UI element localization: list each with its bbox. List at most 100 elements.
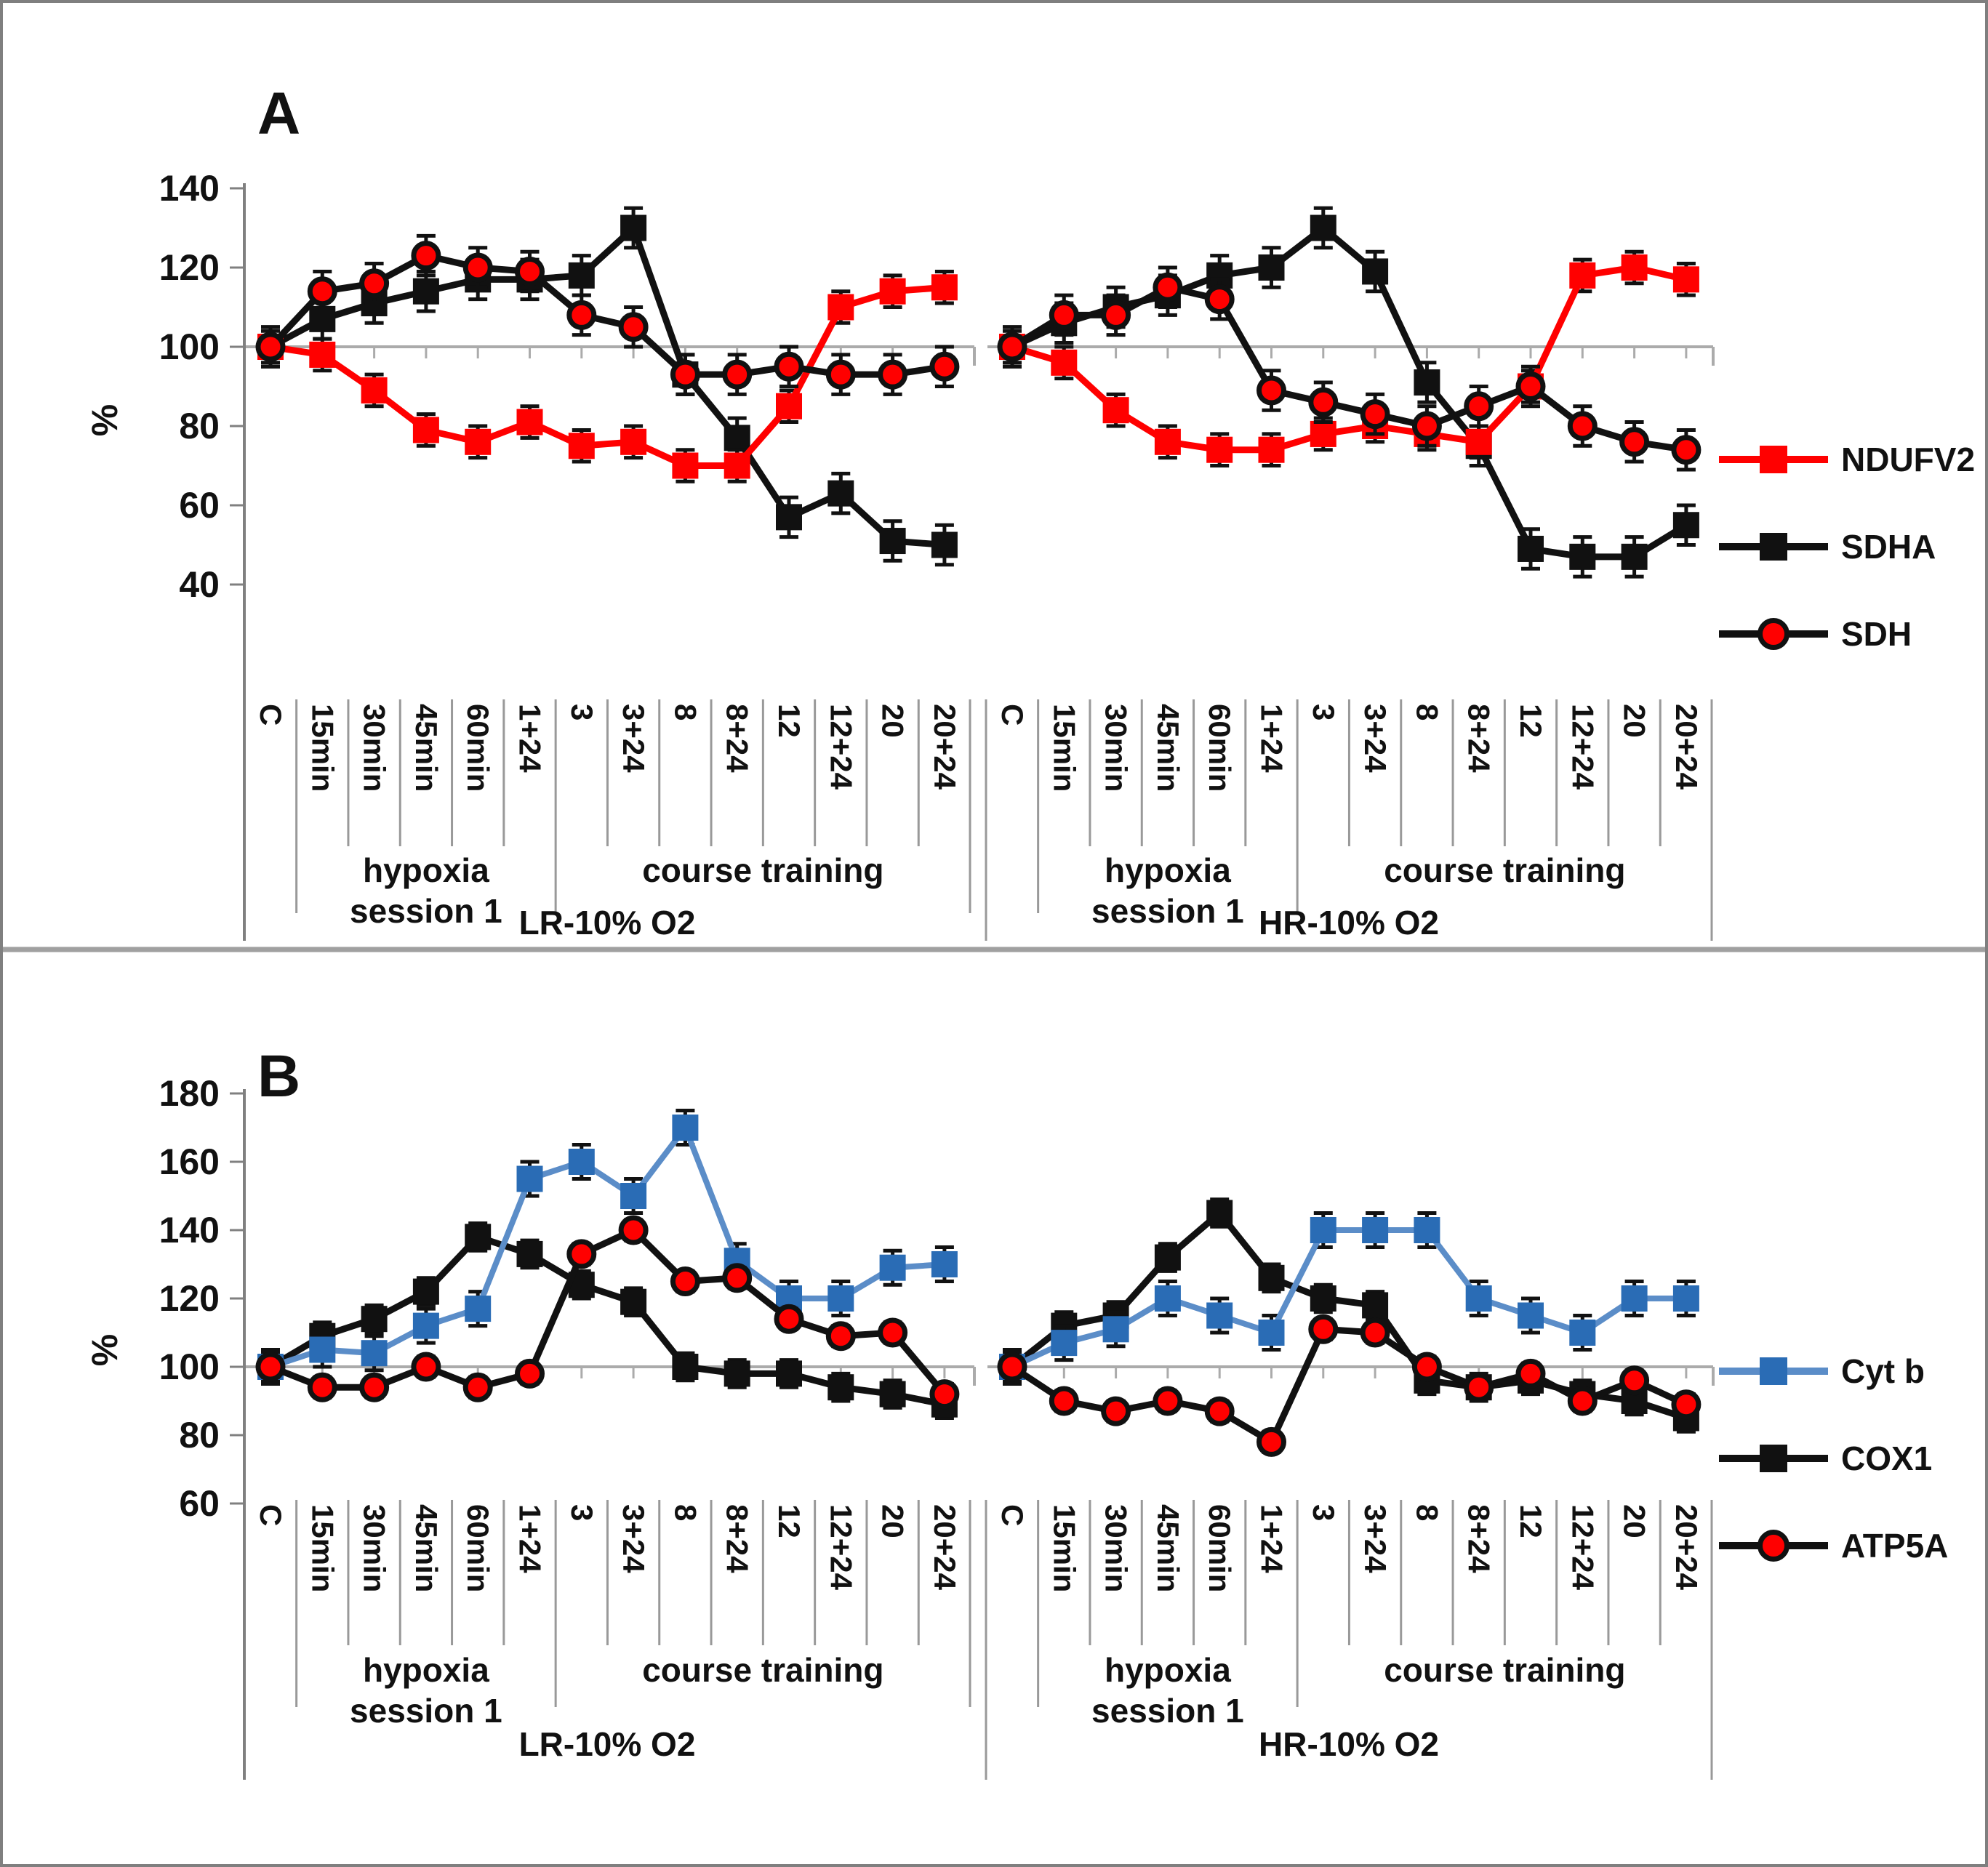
data-point <box>412 417 439 443</box>
data-point <box>412 1312 439 1339</box>
y-tick-label: 80 <box>179 1415 220 1456</box>
data-point <box>774 351 804 382</box>
category-label: 15min <box>305 1504 340 1593</box>
data-point <box>670 1266 700 1296</box>
category-label: 8 <box>1410 1504 1445 1522</box>
data-point <box>1101 300 1131 330</box>
data-point <box>1671 435 1702 465</box>
category-label: C <box>995 1504 1030 1527</box>
category-label: 20 <box>1617 1504 1652 1538</box>
category-label: 12 <box>1514 1504 1548 1538</box>
y-tick-label: 60 <box>179 485 220 526</box>
phase-label-training: course training <box>1384 1651 1626 1689</box>
data-point <box>568 1149 595 1175</box>
legend-square-marker-icon <box>1760 1357 1787 1385</box>
data-point <box>361 377 388 403</box>
data-point <box>672 452 699 479</box>
legend-circle-marker-icon <box>1757 618 1789 650</box>
category-label: 3 <box>564 704 599 721</box>
legend-label: SDHA <box>1841 528 1936 566</box>
category-label: 1+24 <box>513 1504 548 1573</box>
category-label: 8+24 <box>1462 1504 1496 1573</box>
category-label: 45min <box>1150 704 1185 792</box>
category-label: 12+24 <box>824 704 859 790</box>
data-point <box>465 1224 492 1250</box>
y-tick-label: 140 <box>159 1210 220 1250</box>
category-label: 30min <box>1099 704 1134 792</box>
data-point <box>1049 1386 1079 1416</box>
legend-item: SDHA <box>1719 526 1936 567</box>
category-label: 20 <box>875 704 910 738</box>
legend-item: Cyt b <box>1719 1351 1925 1392</box>
category-label: 3+24 <box>1358 1504 1393 1573</box>
data-point <box>1567 1386 1598 1416</box>
data-point <box>515 1358 545 1389</box>
legend-item: NDUFV2 <box>1719 439 1975 480</box>
data-point <box>411 1352 441 1382</box>
category-label: 8 <box>668 704 703 721</box>
panel-b-chart: B 180 160 140 120 100 80 60 <box>159 1043 1715 1780</box>
panel-a: A 140 120 100 80 60 40 % C 15min 30min 45min 60min 1… <box>3 3 1985 947</box>
data-point <box>1310 1217 1336 1243</box>
data-point <box>1672 266 1699 293</box>
data-point <box>1258 1264 1285 1291</box>
data-point <box>1411 1352 1442 1382</box>
category-label: 45min <box>409 1504 444 1593</box>
data-point <box>1206 1302 1233 1329</box>
data-point <box>931 274 958 301</box>
data-point <box>1414 1217 1440 1243</box>
data-point <box>361 1306 388 1333</box>
series-atp5a <box>255 1215 960 1410</box>
data-point <box>827 1374 854 1401</box>
data-point <box>568 433 595 459</box>
data-point <box>1411 411 1442 441</box>
data-point <box>465 428 492 455</box>
category-label: 1+24 <box>1254 1504 1289 1573</box>
y-tick-label: 80 <box>179 406 220 446</box>
data-point <box>618 312 649 342</box>
category-label: 12 <box>1514 704 1548 738</box>
data-point <box>1154 1244 1181 1271</box>
data-point <box>462 252 493 283</box>
data-point <box>1102 397 1129 424</box>
data-point <box>670 359 700 390</box>
category-label: 12+24 <box>824 1504 859 1590</box>
y-tick-label: 180 <box>159 1073 220 1114</box>
data-point <box>724 1360 750 1387</box>
data-point <box>1671 1389 1702 1420</box>
legend-label: ATP5A <box>1841 1527 1949 1565</box>
category-label: C <box>995 704 1030 726</box>
data-point <box>878 1317 908 1348</box>
legend-label: Cyt b <box>1841 1352 1925 1390</box>
phase-label-training: course training <box>642 851 884 889</box>
data-point <box>1567 411 1598 441</box>
category-label: 3+24 <box>617 1504 652 1573</box>
category-label: C <box>254 1504 288 1527</box>
category-label: 12 <box>772 704 806 738</box>
category-label: 8+24 <box>720 1504 755 1573</box>
condition-label: HR-10% O2 <box>1259 1725 1439 1763</box>
series-atp5a <box>997 1314 1702 1457</box>
data-point <box>1515 372 1546 401</box>
category-label: 12+24 <box>1566 1504 1600 1590</box>
data-point <box>1619 427 1650 457</box>
data-point <box>255 1352 286 1382</box>
data-point <box>672 1354 699 1380</box>
phase-label-session: session 1 <box>350 1692 502 1730</box>
data-point <box>516 1240 543 1267</box>
data-point <box>1049 300 1079 330</box>
data-point <box>774 1304 804 1334</box>
category-label: 15min <box>305 704 340 792</box>
panel-a-chart: A 140 120 100 80 60 40 <box>159 81 1715 941</box>
data-point <box>827 294 854 321</box>
phase-label-session: session 1 <box>350 892 502 930</box>
y-tick-label: 160 <box>159 1141 220 1182</box>
data-point <box>1310 214 1336 241</box>
category-label: 8 <box>668 1504 703 1522</box>
category-label: 12 <box>772 1504 806 1538</box>
legend-square-marker-icon <box>1760 533 1787 561</box>
data-point <box>1619 1365 1650 1396</box>
data-point <box>1621 254 1648 281</box>
legend-label: COX1 <box>1841 1440 1933 1477</box>
